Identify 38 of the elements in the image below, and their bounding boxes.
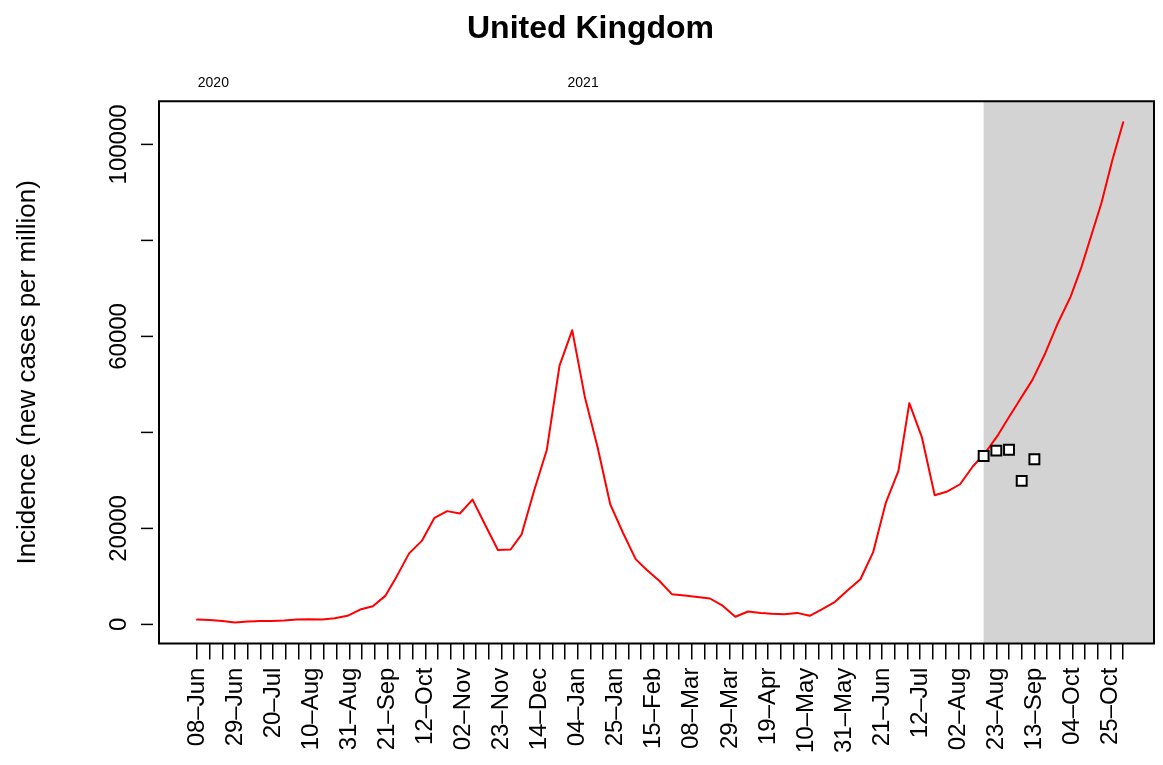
y-tick-label: 0 <box>103 617 131 632</box>
x-tick-label: 21–Sep <box>371 667 399 751</box>
x-tick-label: 04–Oct <box>1057 667 1085 746</box>
x-tick-label: 15–Feb <box>638 667 666 750</box>
point <box>990 444 1003 457</box>
x2-tick-label: 2020 <box>197 73 230 90</box>
x-tick-label: 02–Aug <box>942 667 970 751</box>
y-tick-label: 20000 <box>103 495 131 562</box>
x-tick-label: 10–Aug <box>295 667 323 751</box>
x-tick-label: 31–Aug <box>333 667 361 751</box>
x-tick-label: 29–Mar <box>714 667 742 749</box>
x-tick-label: 31–May <box>828 667 856 754</box>
x-tick-label: 19–Apr <box>752 667 780 746</box>
x-tick-label: 10–May <box>790 667 818 754</box>
x-tick-label: 08–Mar <box>676 667 704 749</box>
point <box>1015 474 1028 487</box>
x-tick-label: 29–Jun <box>219 667 247 747</box>
x-tick-label: 20–Jul <box>257 667 285 739</box>
x-tick-label: 04–Jan <box>562 667 590 747</box>
x-tick-label: 08–Jun <box>181 667 209 747</box>
x-tick-label: 25–Oct <box>1095 667 1123 746</box>
x2-tick-label: 2021 <box>567 73 599 90</box>
x-tick-label: 02–Nov <box>448 667 476 751</box>
x-tick-label: 23–Nov <box>486 667 514 751</box>
chart-title: United Kingdom <box>466 9 715 46</box>
x-tick-label: 13–Sep <box>1019 667 1047 751</box>
point <box>1028 453 1041 466</box>
x-tick-label: 23–Aug <box>980 667 1008 751</box>
x-tick-label: 12–Oct <box>410 667 438 746</box>
x-tick-label: 21–Jun <box>866 667 894 747</box>
x-tick-label: 14–Dec <box>524 667 552 751</box>
point <box>977 449 990 462</box>
y-tick-label: 60000 <box>103 303 131 370</box>
y-tick-label: 100000 <box>103 104 131 185</box>
point <box>1003 443 1015 456</box>
x-tick-label: 12–Jul <box>904 667 932 739</box>
x-tick-label: 25–Jan <box>600 667 628 747</box>
y-axis-title: Incidence (new cases per million) <box>10 180 41 565</box>
